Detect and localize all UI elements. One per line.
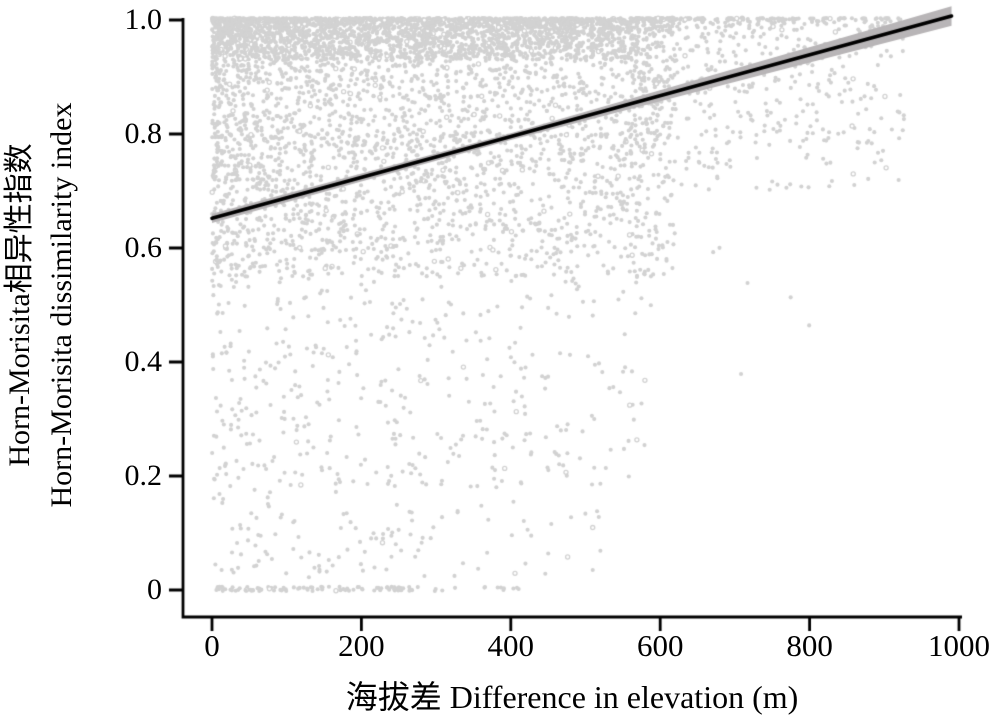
y-axis-label-zh: Horn-Morisita相异性指数 [3, 143, 36, 467]
x-tick-label: 0 [204, 628, 220, 663]
y-tick-label: 1.0 [124, 3, 163, 36]
y-tick-label: 0.2 [124, 459, 163, 492]
x-tick-label: 400 [487, 628, 535, 663]
x-tick-label: 200 [338, 628, 385, 663]
x-tick-label: 600 [636, 628, 684, 663]
y-axis-label-en: Horn-Morisita dissimilarity index [45, 102, 78, 508]
y-tick-label: 0 [147, 573, 162, 606]
x-tick-label: 1000 [928, 628, 990, 663]
x-tick-label: 800 [786, 628, 833, 663]
y-tick-label: 0.4 [124, 345, 163, 378]
y-tick-label: 0.8 [124, 117, 163, 150]
y-tick-label: 0.6 [124, 231, 163, 264]
x-axis-label: 海拔差 Difference in elevation (m) [345, 679, 799, 715]
